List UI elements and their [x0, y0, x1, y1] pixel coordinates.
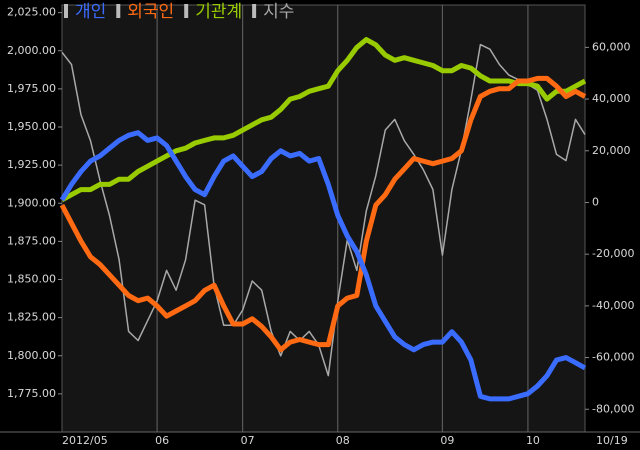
y-tick-label: 1,875.00 [7, 234, 56, 247]
y-tick-label: -20,000 [592, 247, 634, 260]
y-tick-label: -60,000 [592, 351, 634, 364]
plot-area [61, 4, 586, 433]
x-tick-label: 06 [155, 434, 169, 447]
y-tick-label: 0 [592, 195, 599, 208]
x-tick-label: 08 [336, 434, 350, 447]
y-tick-label: 1,900.00 [7, 196, 56, 209]
y-tick-label: 1,975.00 [7, 82, 56, 95]
x-tick-label: 07 [241, 434, 255, 447]
y-tick-label: 1,850.00 [7, 273, 56, 286]
y-tick-label: -40,000 [592, 299, 634, 312]
x-tick-label: 10 [526, 434, 540, 447]
series-line [60, 37, 587, 203]
y-tick-label: 40,000 [592, 92, 631, 105]
y-tick-label: 1,775.00 [7, 387, 56, 400]
series-line [61, 43, 586, 377]
legend-marker [116, 4, 121, 18]
legend-marker [64, 4, 68, 18]
y-tick-label: 20,000 [592, 144, 631, 157]
y-tick-label: 2,025.00 [7, 6, 56, 19]
series-line [59, 75, 587, 353]
legend-label: 지수 [263, 2, 294, 22]
legend-label: 기관계 [195, 2, 242, 22]
y-tick-label: 1,950.00 [7, 120, 56, 133]
legend-label: 외국인 [127, 2, 174, 22]
y-tick-label: 1,925.00 [7, 158, 56, 171]
series-line [59, 130, 587, 402]
y-tick-label: -80,000 [592, 402, 634, 415]
y-tick-label: 1,800.00 [7, 349, 56, 362]
legend-marker [252, 4, 257, 18]
y-tick-label: 2,000.00 [7, 44, 56, 57]
legend-marker [184, 4, 189, 18]
legend-label: 개인 [75, 2, 106, 22]
y-tick-label: 1,825.00 [7, 311, 56, 324]
x-tick-label: 09 [440, 434, 454, 447]
y-tick-label: 60,000 [592, 40, 631, 53]
x-tick-label: 10/19 [596, 434, 628, 447]
x-tick-label: 2012/05 [62, 434, 108, 447]
